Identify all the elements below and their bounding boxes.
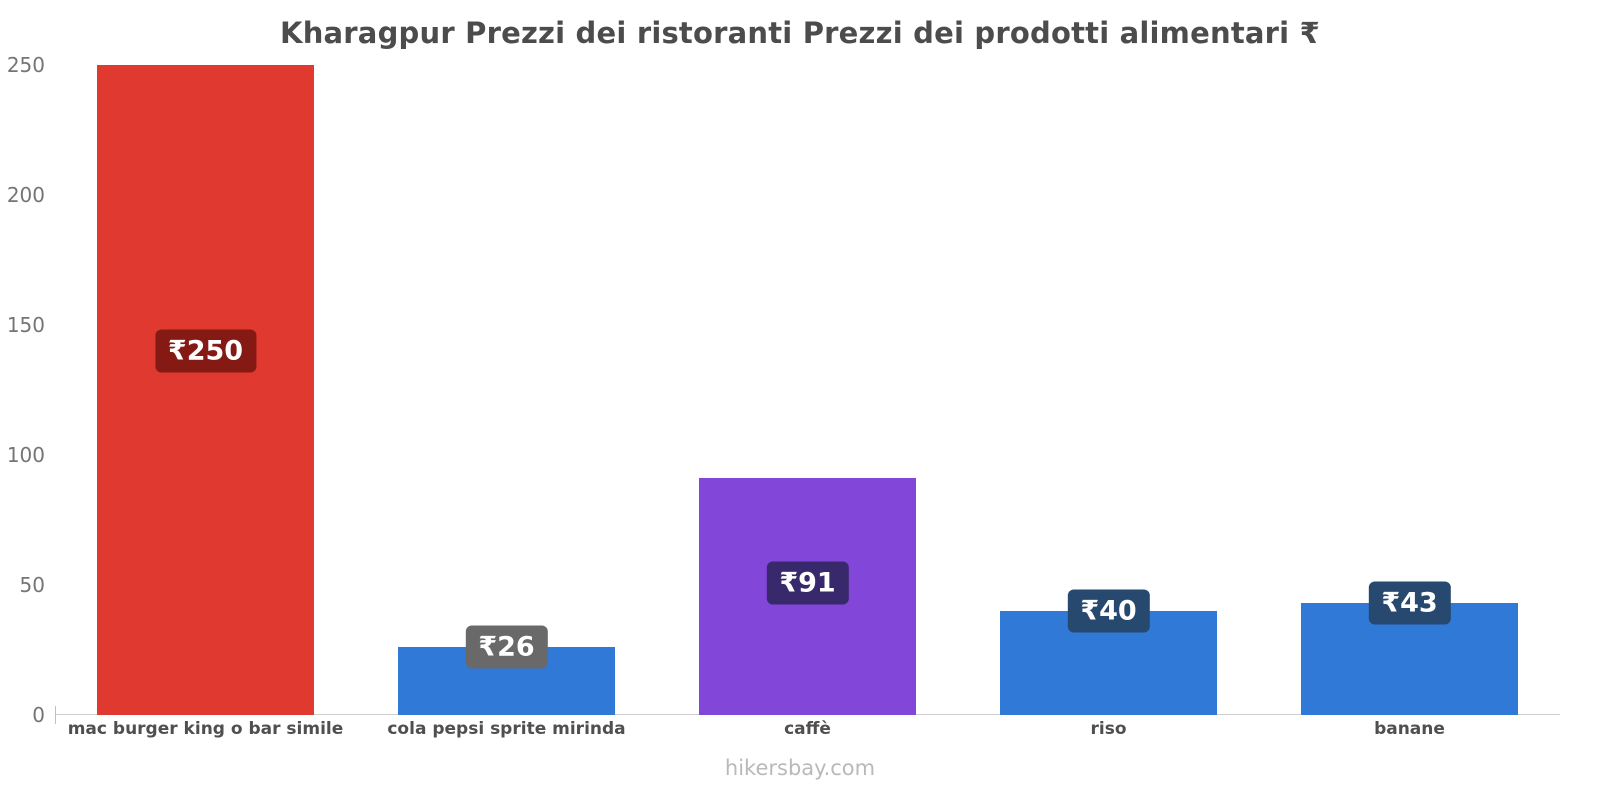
x-axis-label: caffè [784,719,831,739]
y-axis-label: 50 [19,573,45,597]
x-axis-label: banane [1374,719,1445,739]
bar-value-badge: ₹40 [1067,589,1150,633]
bar-value-badge: ₹26 [465,625,548,669]
bar-value-badge: ₹43 [1368,581,1451,625]
y-axis-tick [55,706,56,724]
y-axis-label: 100 [6,443,45,467]
bar-value-badge: ₹250 [154,329,257,373]
chart-title: Kharagpur Prezzi dei ristoranti Prezzi d… [280,16,1320,50]
y-axis-label: 150 [6,313,45,337]
x-axis-label: mac burger king o bar simile [67,719,344,739]
bar-value-badge: ₹91 [766,561,849,604]
y-axis-label: 0 [32,703,45,727]
footer-watermark: hikersbay.com [724,756,876,780]
y-axis-label: 200 [6,183,45,207]
y-axis-label: 250 [6,53,45,77]
bar [97,65,314,715]
x-axis-label: cola pepsi sprite mirinda [387,719,626,739]
x-axis-label: riso [1090,719,1127,739]
